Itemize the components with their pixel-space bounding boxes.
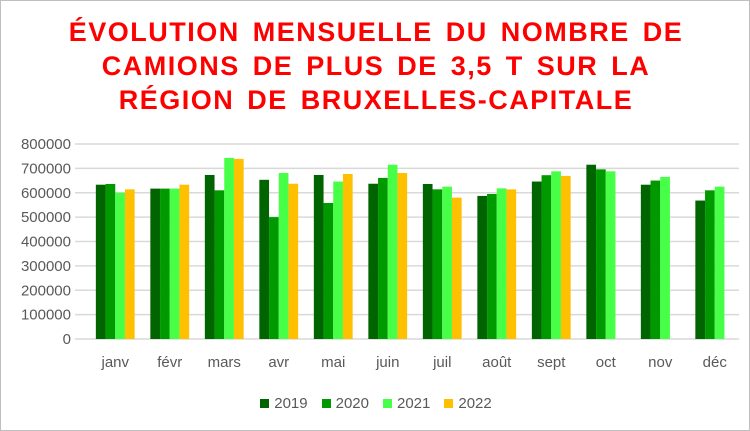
x-tick-label: déc — [703, 354, 728, 371]
legend-label: 2019 — [274, 395, 308, 412]
title-line-2: CAMIONS DE PLUS DE 3,5 T SUR LA — [101, 51, 651, 81]
bar-2020-févr — [160, 188, 170, 339]
bar-2020-oct — [596, 169, 606, 339]
bar-2020-déc — [705, 190, 715, 339]
bar-2019-avr — [259, 179, 270, 339]
bar-2022-juil — [451, 197, 462, 339]
bar-2022-août — [506, 189, 517, 339]
x-tick-label: juil — [432, 354, 451, 371]
bar-2021-avr — [278, 173, 289, 339]
bar-2020-nov — [650, 180, 661, 339]
title-line-3: RÉGION DE BRUXELLES-CAPITALE — [118, 85, 634, 115]
bar-2022-mars — [233, 158, 244, 339]
bar-2019-oct — [586, 164, 597, 339]
y-tick-label: 600000 — [21, 185, 71, 202]
x-tick-label: nov — [648, 354, 673, 371]
legend-item-2020: 2020 — [321, 395, 369, 412]
bar-2019-févr — [150, 188, 161, 339]
legend-item-2019: 2019 — [260, 395, 308, 412]
bar-2019-nov — [640, 184, 651, 339]
x-tick-label: févr — [157, 354, 182, 371]
legend-swatch — [321, 399, 331, 408]
legend-label: 2021 — [397, 395, 431, 412]
x-tick-label: oct — [596, 354, 617, 371]
bar-2022-avr — [288, 183, 299, 339]
bar-2020-juil — [432, 189, 443, 339]
title-line-1: ÉVOLUTION MENSUELLE DU NOMBRE DE — [68, 17, 684, 47]
bar-2022-févr — [179, 184, 190, 339]
x-tick-label: janv — [100, 354, 129, 371]
y-tick-label: 100000 — [21, 307, 71, 324]
bar-2020-juin — [378, 177, 388, 339]
bar-2019-janv — [95, 184, 106, 339]
bar-2021-juin — [387, 164, 398, 339]
bar-2019-juil — [422, 183, 433, 339]
legend-swatch — [444, 399, 454, 408]
y-tick-label: 800000 — [21, 136, 71, 153]
bar-2022-juin — [397, 173, 408, 339]
legend-label: 2020 — [335, 395, 369, 412]
bar-2020-mai — [323, 202, 334, 339]
chart-title: ÉVOLUTION MENSUELLE DU NOMBRE DE CAMIONS… — [1, 15, 749, 117]
y-tick-label: 700000 — [21, 160, 71, 177]
bar-2019-mars — [204, 174, 215, 339]
x-tick-label: mai — [321, 354, 345, 371]
bar-2020-août — [487, 193, 497, 339]
legend-swatch — [383, 399, 392, 408]
y-tick-label: 0 — [63, 331, 71, 348]
bar-2021-mai — [333, 181, 343, 339]
bar-2021-août — [496, 188, 507, 339]
legend: 2019 2020 2021 2022 — [1, 395, 749, 412]
x-tick-label: sept — [537, 354, 566, 371]
bar-2020-janv — [105, 183, 116, 339]
bar-2021-févr — [169, 188, 180, 339]
bar-2019-sept — [531, 181, 542, 339]
x-tick-label: avr — [268, 354, 289, 371]
bar-2022-mai — [342, 173, 353, 339]
legend-item-2021: 2021 — [383, 395, 430, 412]
bar-2020-avr — [269, 217, 279, 339]
x-tick-label: mars — [208, 354, 241, 371]
bar-2021-sept — [551, 171, 561, 339]
bar-2020-mars — [214, 190, 225, 339]
legend-item-2022: 2022 — [444, 395, 492, 412]
legend-swatch — [260, 399, 270, 408]
bar-2019-juin — [368, 183, 379, 339]
bar-2021-déc — [714, 186, 725, 339]
y-tick-label: 400000 — [21, 234, 71, 251]
bar-2021-juil — [442, 186, 452, 339]
bar-2019-déc — [695, 200, 706, 339]
legend-label: 2022 — [458, 395, 492, 412]
bar-2022-sept — [560, 175, 571, 339]
y-tick-label: 300000 — [21, 258, 71, 275]
bar-2022-janv — [124, 189, 135, 339]
x-tick-label: juin — [375, 354, 399, 371]
bar-2021-nov — [660, 176, 670, 339]
bar-2019-août — [477, 195, 488, 339]
y-tick-label: 200000 — [21, 282, 71, 299]
bar-2021-oct — [605, 171, 616, 339]
bar-2020-sept — [541, 175, 552, 339]
bar-2021-mars — [224, 157, 234, 339]
x-tick-label: août — [482, 354, 512, 371]
y-tick-label: 500000 — [21, 209, 71, 226]
bar-2019-mai — [313, 174, 324, 339]
bar-2021-janv — [115, 192, 125, 339]
